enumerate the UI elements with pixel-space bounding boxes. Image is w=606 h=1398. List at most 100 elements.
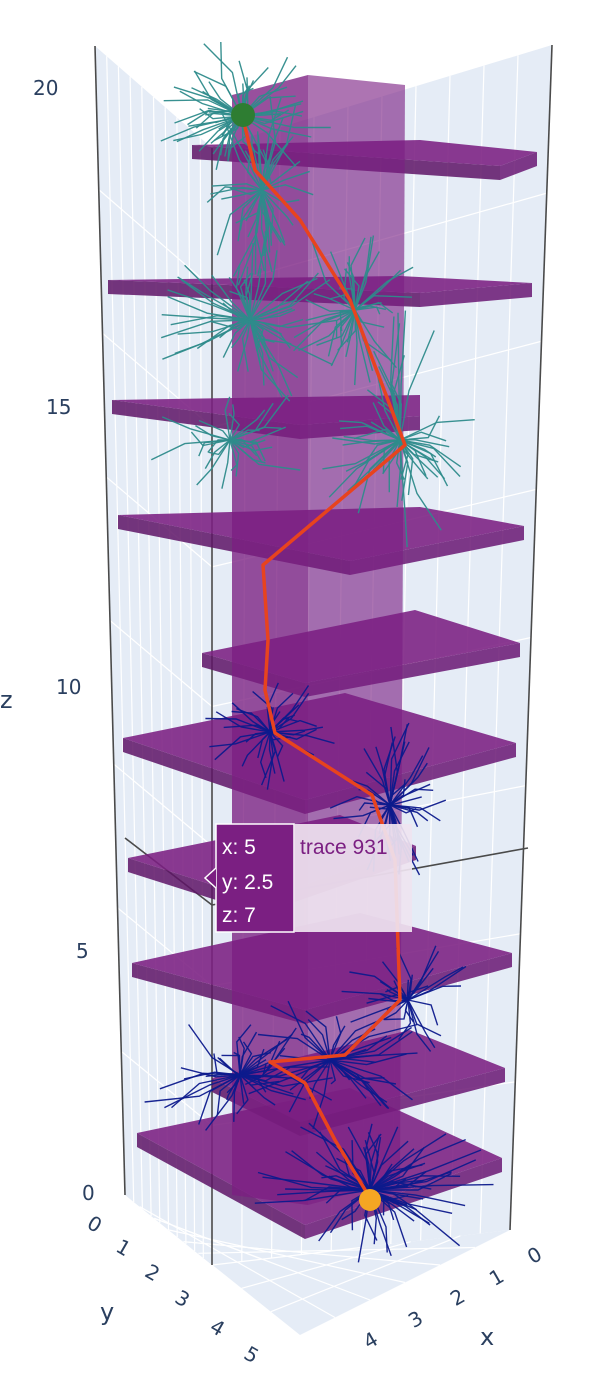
grid-line [270, 1235, 461, 1313]
grid-line [109, 620, 213, 707]
lower-branch [226, 1074, 241, 1101]
lower-branch [221, 1054, 241, 1076]
z-tick-label: 0 [82, 1181, 95, 1205]
y-tick-label: 2 [141, 1259, 164, 1286]
upper-branch [257, 189, 268, 277]
lower-branch [254, 1189, 371, 1204]
lower-branch [329, 1059, 413, 1101]
lower-branch [407, 951, 440, 1001]
upper-branch [249, 319, 334, 366]
upper-branch [373, 428, 401, 441]
upper-branch [249, 231, 267, 321]
lower-branch [277, 1189, 371, 1196]
upper-branch [249, 319, 283, 398]
upper-branch [376, 372, 401, 441]
lower-branch [407, 999, 442, 1037]
floor-slab-edge [420, 283, 532, 307]
upper-branch [231, 319, 251, 349]
frame-edge [509, 44, 553, 1231]
lower-branch [389, 799, 447, 811]
upper-branch [293, 309, 356, 352]
lower-branch [352, 780, 391, 806]
z-tick-label: 5 [76, 939, 89, 963]
lower-branch [171, 1074, 241, 1109]
lower-branch [269, 731, 284, 758]
upper-branch [237, 189, 263, 286]
upper-branch [237, 319, 251, 372]
upper-branch [221, 189, 263, 200]
endpoint-markers [231, 103, 381, 1211]
hover-tooltip: x: 5 y: 2.5 z: 7 trace 931 [203, 823, 412, 933]
grid-line [120, 1050, 213, 1126]
lower-branch [287, 1000, 331, 1061]
lower-branch [289, 1059, 331, 1091]
upper-branch [174, 319, 251, 355]
upper-branch [249, 319, 267, 347]
lower-branch [407, 999, 439, 1026]
lower-branch [259, 731, 271, 779]
lower-branch [260, 731, 276, 786]
upper-branch [229, 426, 286, 443]
lower-branch [215, 711, 271, 733]
back-wall-left [95, 46, 212, 1265]
lower-branch [257, 731, 271, 759]
upper-branch [229, 409, 266, 441]
lower-branch [407, 999, 436, 1049]
lower-branch [370, 1172, 452, 1191]
upper-branch [261, 189, 294, 226]
lower-branch [369, 1189, 418, 1211]
upper-branch [210, 186, 263, 195]
upper-branch [239, 189, 263, 231]
lower-branch [336, 1157, 371, 1191]
x-tick-label: 4 [359, 1327, 382, 1354]
lower-branch [245, 731, 271, 743]
lower-branch [369, 1159, 477, 1191]
upper-branch [237, 189, 263, 242]
upper-branch [397, 312, 401, 441]
start-marker [359, 1189, 381, 1211]
lower-branch [384, 999, 409, 1021]
upper-branch [249, 318, 304, 328]
upper-branch [343, 435, 401, 442]
lower-branch [269, 726, 324, 733]
lower-branch [407, 967, 434, 1001]
upper-branch [332, 437, 401, 445]
lower-branch [205, 1073, 241, 1077]
upper-branch [229, 394, 289, 441]
upper-branch [353, 428, 401, 441]
upper-branch [354, 235, 375, 311]
lower-branch [300, 1126, 371, 1191]
z-tick-label: 15 [46, 395, 71, 419]
upper-branch [216, 189, 263, 256]
upper-branch [249, 277, 318, 321]
lower-branch [312, 1059, 331, 1130]
lower-branch [239, 1074, 245, 1104]
z-axis-title: z [0, 686, 13, 714]
lower-branch [389, 804, 429, 822]
upper-branch [222, 319, 251, 358]
lower-branch [266, 682, 279, 733]
lower-branch [389, 783, 431, 806]
upper-branch [228, 412, 241, 441]
tooltip-z: z: 7 [222, 904, 256, 927]
lower-branch [269, 692, 310, 733]
upper-branch [245, 189, 263, 222]
upper-branch [354, 251, 380, 311]
grid-line [98, 189, 213, 289]
lower-branch [205, 1074, 241, 1131]
upper-branch [225, 124, 263, 191]
lower-branch [262, 1176, 371, 1191]
upper-branch [261, 160, 301, 191]
lower-branch [386, 988, 409, 1001]
upper-branch [229, 187, 263, 196]
lower-branch [407, 965, 467, 1001]
upper-branch [211, 274, 251, 321]
upper-branch [261, 189, 274, 234]
upper-branch [345, 439, 401, 472]
upper-branch [354, 266, 414, 311]
upper-branch [249, 319, 293, 397]
lower-branch [239, 1041, 253, 1076]
lower-branch [236, 1074, 249, 1115]
lower-branch [369, 1179, 424, 1191]
